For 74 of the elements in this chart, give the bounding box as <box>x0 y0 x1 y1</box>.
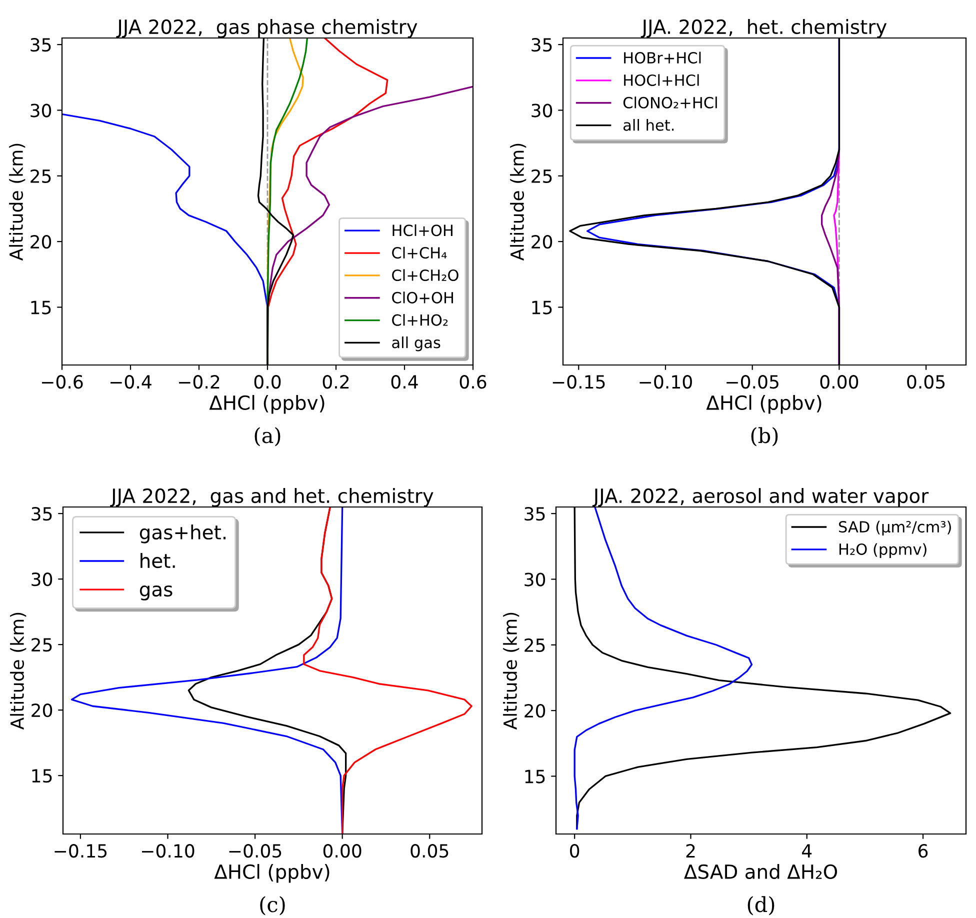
x-tick-label: 2 <box>686 844 695 858</box>
y-tick-label: 20 <box>532 235 552 249</box>
chart-title: JJA 2022, gas phase chemistry <box>116 19 418 38</box>
legend-label: Cl+CH₂O <box>392 269 458 282</box>
x-tick-label: −0.2 <box>178 375 220 389</box>
y-tick-label: 25 <box>524 638 545 652</box>
legend-label: all gas <box>392 336 440 352</box>
y-tick-label: 25 <box>532 169 552 184</box>
legend-label: SAD (μm²/cm³) <box>839 520 951 536</box>
x-tick-label: 4 <box>802 844 812 858</box>
x-axis-title: ΔHCl (ppbv) <box>706 394 822 414</box>
y-tick-label: 35 <box>30 38 51 52</box>
text: (c) <box>260 896 285 916</box>
x-tick-label: −0.4 <box>110 375 152 389</box>
x-tick-label: −0.15 <box>552 375 605 389</box>
x-tick-label: 0.05 <box>907 375 945 389</box>
x-tick-label: 0 <box>570 844 580 858</box>
legend-label: HCl+OH <box>392 224 452 236</box>
x-tick-label: −0.05 <box>229 844 282 858</box>
y-tick-label: 15 <box>32 769 52 783</box>
line-series <box>574 507 753 830</box>
y-axis-title: Altitude (km) <box>9 144 26 261</box>
y-tick-label: 25 <box>32 638 52 652</box>
y-tick-label: 30 <box>532 104 552 118</box>
y-tick-label: 30 <box>32 572 52 586</box>
chart-title: JJA. 2022, het. chemistry <box>640 19 887 38</box>
y-tick-label: 30 <box>30 104 52 118</box>
text: (b) <box>751 427 778 446</box>
x-tick-label: 0.2 <box>322 375 349 389</box>
y-tick-label: 30 <box>524 572 546 586</box>
legend-label: gas <box>140 585 172 600</box>
y-tick-label: 35 <box>32 507 52 521</box>
y-tick-label: 25 <box>30 169 51 184</box>
legend-label: ClO+OH <box>392 292 453 304</box>
x-tick-label: 6 <box>918 844 928 858</box>
y-tick-label: 20 <box>32 704 52 718</box>
legend-label: Cl+CH₄ <box>392 246 447 259</box>
line-series <box>303 507 472 834</box>
legend-label: H₂O (ppmv) <box>839 543 926 558</box>
x-tick-label: 0.4 <box>391 375 418 389</box>
y-axis-title: Altitude (km) <box>503 612 520 730</box>
legend-label: all het. <box>624 119 674 131</box>
text: (d) <box>748 896 774 916</box>
y-tick-label: 15 <box>31 300 51 314</box>
legend-label: het. <box>140 553 175 568</box>
x-tick-label: −0.10 <box>142 844 194 858</box>
x-tick-label: 0.00 <box>323 844 362 858</box>
x-tick-label: 0.0 <box>254 375 281 389</box>
legend-label: HOBr+HCl <box>624 52 701 64</box>
y-tick-label: 20 <box>524 704 546 718</box>
x-tick-label: −0.15 <box>54 844 107 858</box>
legend-label: Cl+HO₂ <box>392 314 448 326</box>
y-tick-label: 35 <box>532 38 552 52</box>
x-tick-label: 0.05 <box>410 844 448 858</box>
legend-label: gas+het. <box>140 524 226 544</box>
y-tick-label: 20 <box>30 235 52 249</box>
x-tick-label: 0.6 <box>460 375 486 389</box>
legend-label: ClONO₂+HCl <box>623 96 717 108</box>
x-tick-label: −0.05 <box>726 375 778 389</box>
x-tick-label: 0.00 <box>820 375 858 389</box>
x-axis-title: ΔSAD and ΔH₂O <box>684 864 838 880</box>
chart-title: JJA 2022, gas and het. chemistry <box>110 488 434 507</box>
x-tick-label: −0.10 <box>640 375 692 389</box>
chart-title: JJA. 2022, aerosol and water vapor <box>592 488 929 507</box>
y-axis-title: Altitude (km) <box>10 612 26 730</box>
y-axis-title: Altitude (km) <box>510 144 526 261</box>
x-axis-title: ΔHCl (ppbv) <box>209 394 324 414</box>
y-tick-label: 35 <box>524 507 545 521</box>
y-tick-label: 15 <box>532 300 552 314</box>
x-axis-title: ΔHCl (ppbv) <box>214 864 330 883</box>
y-tick-label: 15 <box>525 770 545 784</box>
text: (a) <box>254 427 280 446</box>
x-tick-label: −0.6 <box>42 375 83 389</box>
legend-label: HOCl+HCl <box>624 74 699 86</box>
